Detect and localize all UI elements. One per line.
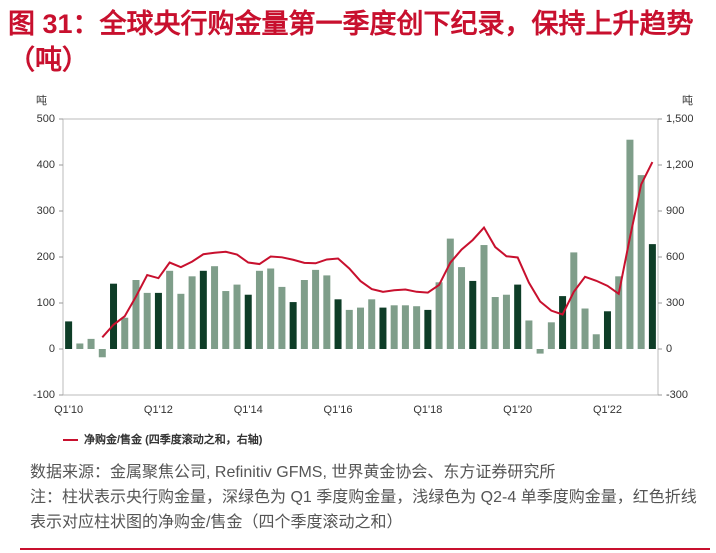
- bar: [166, 270, 174, 349]
- x-tick-label: Q1'14: [234, 404, 263, 416]
- line-series: [101, 161, 654, 339]
- y-tick-label: 100: [37, 297, 55, 309]
- x-tick-label: Q1'20: [503, 404, 532, 416]
- x-tick-label: Q1'10: [54, 404, 83, 416]
- bar: [446, 238, 454, 349]
- bar: [345, 309, 353, 349]
- bar: [300, 280, 308, 349]
- plot-frame: [62, 118, 659, 396]
- bar: [289, 302, 297, 349]
- bar: [469, 280, 477, 349]
- x-tick-label: Q1'12: [144, 404, 173, 416]
- bar: [199, 270, 207, 349]
- y-tick-label: 500: [37, 113, 55, 125]
- bar: [581, 308, 589, 349]
- bar: [278, 286, 286, 349]
- y2-tick-label: 1,200: [666, 159, 694, 171]
- bar: [255, 270, 263, 349]
- bar: [592, 334, 600, 349]
- x-tick-label: Q1'18: [413, 404, 442, 416]
- bar: [154, 292, 162, 349]
- y-tick-label: 0: [49, 343, 55, 355]
- bar: [615, 276, 623, 349]
- bar: [233, 284, 241, 349]
- bar: [312, 269, 320, 349]
- bar: [132, 280, 140, 349]
- bar: [559, 296, 567, 349]
- y2-axis-unit: 吨: [682, 94, 693, 107]
- bar: [424, 309, 432, 349]
- y-tick-label: 200: [37, 251, 55, 263]
- bar: [267, 268, 275, 349]
- bar: [177, 293, 185, 349]
- bar: [502, 294, 510, 349]
- legend-label: 净购金/售金 (四季度滚动之和，右轴): [84, 432, 263, 446]
- bar: [525, 320, 533, 349]
- chart: 吨 吨 -100 0 100 200 300 400 500 -300 0 300 600 900 1,…: [33, 94, 694, 446]
- y2-tick-label: 0: [666, 343, 672, 355]
- bar: [536, 349, 544, 354]
- bar: [87, 338, 95, 349]
- bar: [65, 321, 73, 349]
- bar: [211, 266, 219, 349]
- y-tick-label: 400: [37, 159, 55, 171]
- x-tick-label: Q1'16: [324, 404, 353, 416]
- bar: [491, 297, 499, 349]
- bar: [435, 282, 443, 349]
- bar: [188, 276, 196, 349]
- bar: [547, 322, 555, 349]
- x-tick-label: Q1'22: [593, 404, 622, 416]
- bar: [390, 305, 398, 349]
- bar: [603, 311, 611, 349]
- bar: [514, 284, 522, 349]
- bar: [76, 343, 84, 349]
- bar: [222, 291, 230, 349]
- source-note: 数据来源：金属聚焦公司, Refinitiv GFMS, 世界黄金协会、东方证券…: [30, 464, 556, 481]
- y-tick-label: 300: [37, 205, 55, 217]
- y-axis-unit: 吨: [36, 94, 47, 107]
- bar: [143, 292, 151, 349]
- bar: [110, 283, 118, 349]
- bar: [323, 275, 331, 349]
- footnote: 注：柱状表示央行购金量，深绿色为 Q1 季度购金量，浅绿色为 Q2-4 单季度购…: [30, 489, 697, 531]
- bar: [401, 305, 409, 349]
- bar: [334, 299, 342, 349]
- bar: [458, 267, 466, 349]
- bar: [648, 244, 656, 349]
- y2-tick-label: 900: [666, 205, 684, 217]
- y2-tick-label: 1,500: [666, 113, 694, 125]
- bar: [570, 252, 578, 349]
- bar: [98, 349, 106, 358]
- y2-tick-label: -300: [666, 389, 688, 401]
- bar: [626, 139, 634, 349]
- y-tick-label: -100: [33, 389, 55, 401]
- bar: [413, 306, 421, 349]
- chart-title: 图 31：全球央行购金量第一季度创下纪录，保持上升趋势（吨）: [8, 9, 694, 75]
- bar: [368, 299, 376, 349]
- bar: [379, 307, 387, 349]
- bar: [480, 245, 488, 349]
- y2-tick-label: 600: [666, 251, 684, 263]
- bar: [357, 307, 364, 349]
- bar: [121, 317, 129, 349]
- y2-tick-label: 300: [666, 297, 684, 309]
- bottom-rule: [20, 548, 710, 550]
- bar: [637, 175, 645, 349]
- bar: [244, 294, 252, 349]
